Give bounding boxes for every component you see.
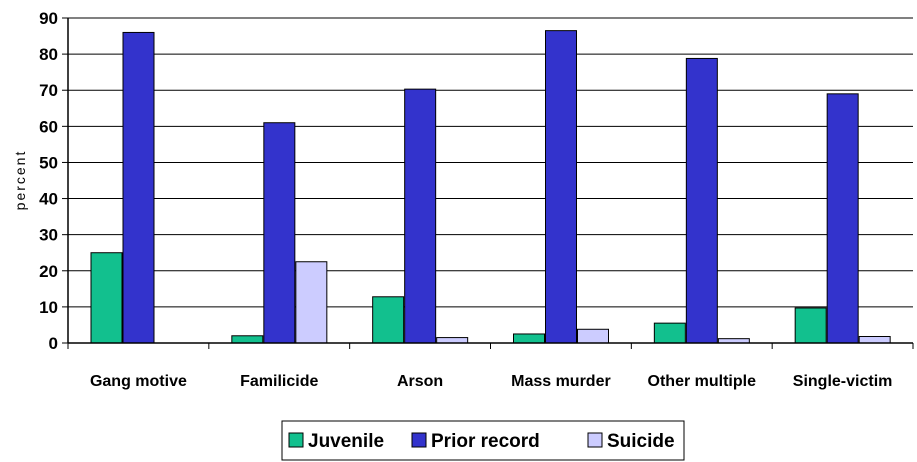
x-category-label: Arson [397,373,443,390]
x-category-label: Single-victim [793,373,893,390]
legend-swatch-prior-record [411,432,427,448]
bar-suicide [295,261,328,344]
legend-label: Juvenile [308,431,384,452]
y-tick-label: 30 [39,226,58,245]
bar-suicide [577,328,609,344]
bar-suicide [436,337,469,344]
legend-label: Suicide [607,431,675,452]
legend-swatch-suicide [587,432,603,448]
bar-prior-record [685,57,718,344]
y-tick-label: 40 [39,190,58,209]
y-axis-label: percent [12,150,28,211]
y-tick-label: 80 [39,45,58,64]
x-category-label: Other multiple [648,373,757,390]
bars [90,30,891,344]
gridlines [62,17,914,349]
bar-prior-record [826,93,859,344]
bar-prior-record [404,88,437,344]
bar-prior-record [545,30,577,344]
bar-juvenile [794,307,827,344]
bar-juvenile [513,333,545,344]
y-tick-label: 50 [39,153,58,172]
legend-label: Prior record [431,431,540,452]
bar-juvenile [90,252,123,344]
bar-suicide [858,336,891,344]
y-tick-label: 10 [39,298,58,317]
bar-juvenile [372,296,405,344]
legend: Juvenile Prior record Suicide [281,420,685,461]
bar-prior-record [122,31,155,344]
bar-juvenile [653,322,686,344]
x-category-label: Familicide [240,373,318,390]
y-tick-labels: 0 10 20 30 40 50 60 70 80 90 [39,9,58,353]
bar-prior-record [263,122,296,344]
x-category-label: Gang motive [90,373,187,390]
x-category-labels: Gang motive Familicide Arson Mass murder Oth… [90,373,892,390]
legend-box [281,420,685,461]
bar-juvenile [231,335,264,344]
y-tick-label: 90 [39,9,58,28]
axes [67,18,913,344]
x-category-label: Mass murder [511,373,611,390]
legend-swatch-juvenile [288,432,304,448]
y-tick-label: 70 [39,81,58,100]
y-tick-label: 0 [49,334,58,353]
y-tick-label: 20 [39,262,58,281]
y-tick-label: 60 [39,117,58,136]
